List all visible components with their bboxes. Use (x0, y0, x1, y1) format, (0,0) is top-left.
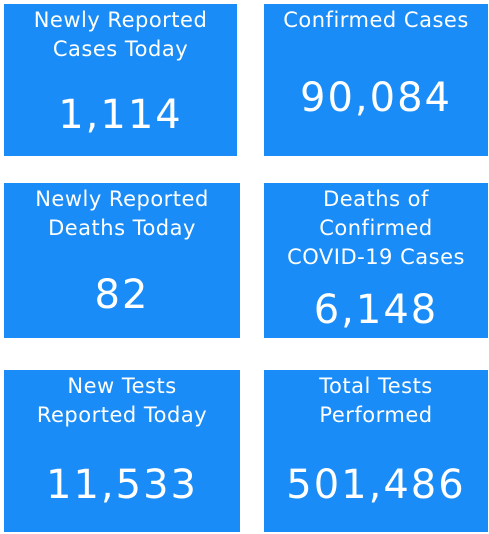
tile-label: New Tests Reported Today (4, 370, 240, 430)
tile-value: 82 (94, 272, 150, 318)
stat-tile: Confirmed Cases 90,084 (264, 4, 488, 156)
tile-label: Newly Reported Deaths Today (4, 183, 240, 243)
label-line: Newly Reported (35, 187, 209, 211)
label-line: Deaths of (323, 187, 429, 211)
stat-tile: Total Tests Performed 501,486 (264, 370, 488, 532)
label-line: Confirmed (319, 216, 433, 240)
label-line: Total Tests (319, 374, 433, 398)
label-line: Performed (319, 403, 433, 427)
stat-tile: Deaths of Confirmed COVID-19 Cases 6,148 (264, 183, 488, 338)
label-line: Cases Today (52, 37, 189, 61)
label-line: Deaths Today (48, 216, 196, 240)
tile-label: Newly Reported Cases Today (4, 4, 237, 64)
tile-label: Total Tests Performed (264, 370, 488, 430)
tile-label: Confirmed Cases (264, 4, 488, 35)
tile-value: 6,148 (313, 287, 439, 333)
tile-label: Deaths of Confirmed COVID-19 Cases (264, 183, 488, 272)
stat-tile: Newly Reported Deaths Today 82 (4, 183, 240, 338)
stat-tile: Newly Reported Cases Today 1,114 (4, 4, 237, 156)
tile-value: 1,114 (58, 92, 183, 138)
tile-value: 11,533 (46, 462, 198, 508)
label-line: Confirmed Cases (283, 8, 469, 32)
tile-value: 90,084 (300, 75, 452, 121)
tile-value: 501,486 (286, 462, 466, 508)
stat-tile: New Tests Reported Today 11,533 (4, 370, 240, 532)
label-line: Reported Today (36, 403, 208, 427)
label-line: COVID-19 Cases (287, 245, 465, 269)
label-line: Newly Reported (33, 8, 208, 32)
label-line: New Tests (67, 374, 177, 398)
